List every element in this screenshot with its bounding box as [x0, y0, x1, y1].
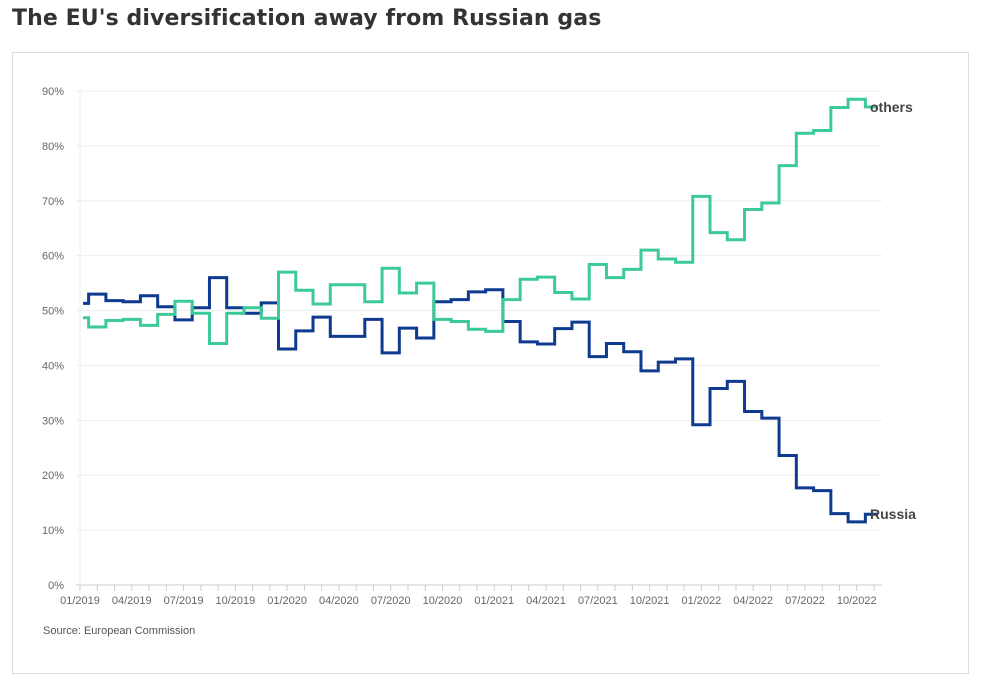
source-note: Source: European Commission [43, 625, 196, 637]
chart-panel [12, 52, 969, 674]
y-tick-label: 60% [42, 251, 64, 263]
y-tick-label: 90% [42, 86, 64, 98]
y-axis: 0% 10% 20% 30% 40% 50% 60% 70% 80% 90% [42, 86, 81, 592]
y-tick-label: 30% [42, 415, 64, 427]
y-tick-label: 10% [42, 525, 64, 537]
x-tick-label: 10/2022 [837, 595, 877, 607]
y-tick-label: 20% [42, 470, 64, 482]
y-tick-label: 70% [42, 196, 64, 208]
x-axis: 01/2019 04/2019 07/2019 10/2019 01/2020 04/20… [60, 585, 877, 607]
y-tick-label: 40% [42, 360, 64, 372]
x-tick-label: 04/2022 [733, 595, 773, 607]
x-tick-label: 01/2019 [60, 595, 100, 607]
x-tick-label: 07/2021 [578, 595, 618, 607]
series-line-others [83, 97, 878, 345]
x-tick-label: 01/2020 [267, 595, 307, 607]
x-tick-label: 07/2020 [371, 595, 411, 607]
x-tick-label: 01/2021 [474, 595, 514, 607]
gridlines [76, 90, 882, 586]
x-tick-label: 10/2020 [423, 595, 463, 607]
x-tick-label: 07/2022 [785, 595, 825, 607]
x-tick-label: 07/2019 [164, 595, 204, 607]
x-tick-label: 10/2019 [215, 595, 255, 607]
x-tick-label: 04/2019 [112, 595, 152, 607]
x-tick-label: 04/2020 [319, 595, 359, 607]
y-tick-label: 0% [48, 580, 64, 592]
x-tick-label: 04/2021 [526, 595, 566, 607]
series-lines [83, 97, 878, 524]
y-tick-label: 50% [42, 306, 64, 318]
series-line-russia [83, 276, 878, 524]
series-end-labels: Russia others [870, 99, 916, 522]
chart-title: The EU's diversification away from Russi… [12, 6, 602, 31]
x-tick-label: 01/2022 [682, 595, 722, 607]
series-label-russia: Russia [870, 506, 916, 522]
y-tick-label: 80% [42, 141, 64, 153]
x-tick-label: 10/2021 [630, 595, 670, 607]
series-label-others: others [870, 99, 913, 115]
